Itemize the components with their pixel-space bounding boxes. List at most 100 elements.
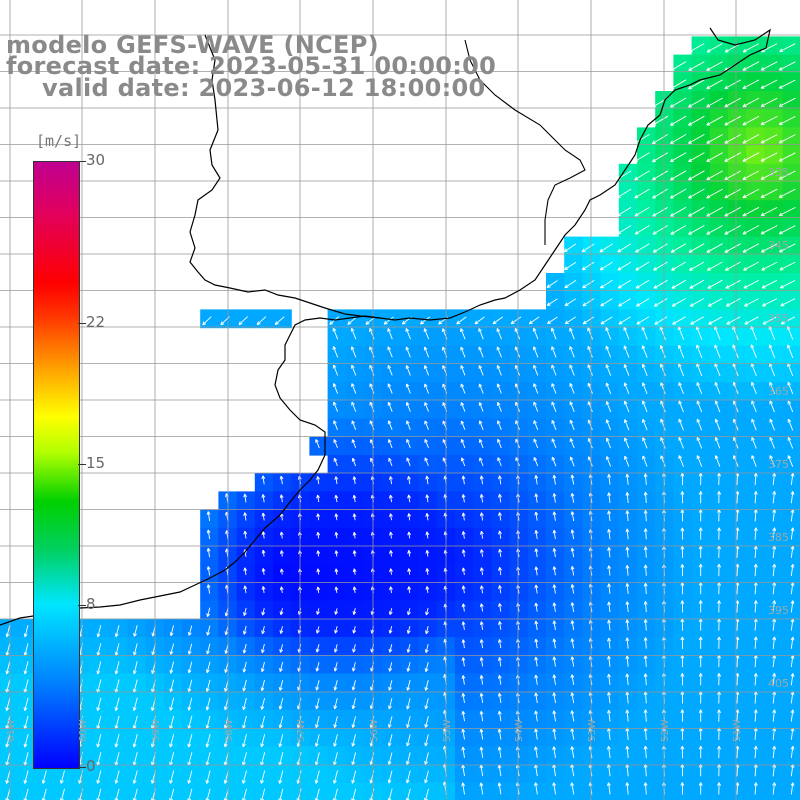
wind-arrow [688,97,705,108]
lon-label: 57W [296,719,307,742]
wind-arrow [651,152,669,163]
wind-arrow [778,61,796,71]
wind-arrow [333,439,338,448]
wind-arrow [388,439,393,449]
wind-arrow [332,327,339,340]
wind-arrow [242,679,247,692]
wind-arrow [187,625,193,636]
wind-arrow [479,494,484,503]
wind-arrow [534,548,539,558]
wind-arrow [461,675,466,685]
colorbar-tick-label: 22 [86,312,106,331]
wind-arrow [642,382,648,395]
wind-arrow [260,679,265,692]
wind-arrow [351,364,357,376]
wind-arrow [600,316,613,325]
wind-arrow [625,583,630,594]
wind-arrow [460,328,466,340]
wind-arrow [528,316,540,325]
wind-arrow [772,673,777,686]
wind-arrow [688,134,705,144]
wind-arrow [717,491,722,504]
wind-arrow [552,656,557,667]
wind-arrow [599,243,613,253]
wind-arrow [600,279,613,289]
wind-arrow [605,364,612,376]
wind-arrow [387,420,393,430]
wind-arrow [279,494,284,503]
wind-arrow [316,476,320,485]
speed-cell [345,309,365,329]
wind-arrow [742,97,760,108]
wind-arrow [760,207,778,217]
wind-arrow [552,511,557,521]
wind-arrow [743,261,760,271]
wind-arrow [670,243,687,253]
wind-arrow [569,438,575,449]
wind-arrow [689,298,705,307]
wind-arrow [479,639,484,649]
wind-arrow [332,364,339,376]
wind-arrow [623,364,630,376]
wind-arrow [634,206,650,217]
wind-arrow [498,567,502,576]
wind-arrow [206,625,211,636]
wind-arrow [778,152,796,162]
wind-arrow [569,364,575,376]
speed-cell [782,436,800,456]
wind-arrow [205,661,211,674]
wind-arrow [5,643,11,656]
wind-arrow [334,626,338,634]
wind-arrow [607,510,611,522]
wind-arrow [696,363,703,377]
wind-arrow [497,475,502,485]
wind-arrow [607,474,611,485]
wind-arrow [635,243,650,253]
wind-arrow [479,693,484,703]
wind-arrow [498,493,502,503]
wind-arrow [169,697,175,711]
wind-arrow [551,401,557,412]
wind-arrow [478,383,484,394]
wind-arrow [243,512,248,521]
wind-arrow [461,639,466,649]
wind-arrow [424,457,429,467]
wind-arrow [461,657,466,667]
wind-arrow [496,401,502,412]
wind-arrow [670,61,687,71]
wind-arrow [769,455,775,467]
wind-arrow [534,566,539,576]
wind-arrow [279,475,284,485]
speed-cell [782,455,800,474]
wind-arrow [479,603,484,612]
wind-arrow [461,567,466,575]
wind-arrow [634,152,650,163]
wind-arrow [570,584,575,594]
wind-arrow [780,298,796,307]
wind-arrow [688,152,705,163]
wind-arrow [570,492,575,503]
wind-arrow [407,608,411,616]
wind-arrow [424,661,429,672]
wind-arrow [670,152,687,163]
wind-arrow [742,115,760,126]
wind-arrow [635,279,650,289]
wind-arrow [242,661,247,673]
wind-arrow [769,381,776,395]
wind-arrow [334,531,339,539]
wind-arrow [114,625,120,638]
wind-arrow [742,134,760,144]
wind-arrow [779,279,796,289]
wind-arrow [696,382,703,395]
wind-arrow [742,170,760,180]
wind-arrow [636,316,650,325]
wind-arrow [407,586,412,594]
wind-arrow [316,531,321,539]
wind-arrow [552,584,557,594]
wind-arrow [750,381,757,395]
wind-arrow [605,437,612,449]
wind-arrow [425,513,430,521]
wind-arrow [617,279,632,289]
wind-arrow [205,697,211,711]
wind-arrow [425,568,430,575]
